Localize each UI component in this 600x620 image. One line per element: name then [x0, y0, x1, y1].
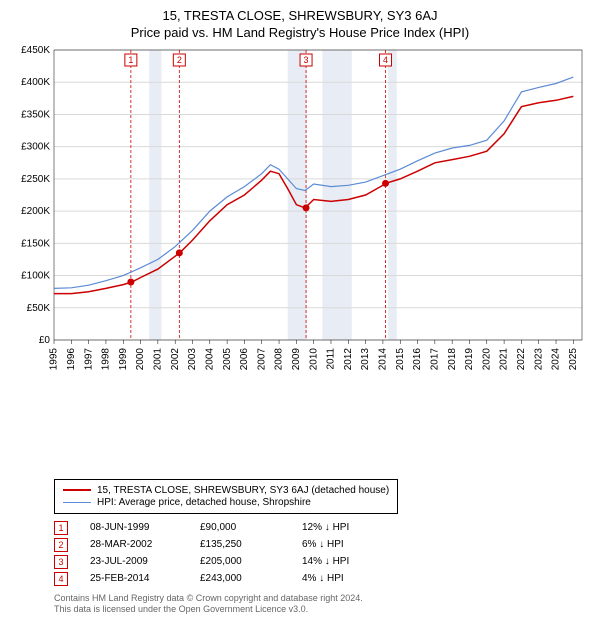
transaction-row: 3 23-JUL-2009 £205,000 14% ↓ HPI: [54, 555, 592, 569]
transactions-table: 1 08-JUN-1999 £90,000 12% ↓ HPI 2 28-MAR-2002…: [54, 518, 592, 589]
svg-text:2016: 2016: [412, 348, 423, 371]
svg-text:2010: 2010: [308, 348, 319, 371]
transaction-diff: 14% ↓ HPI: [302, 556, 402, 567]
svg-text:1995: 1995: [49, 348, 60, 371]
svg-text:2019: 2019: [464, 348, 475, 371]
svg-text:£100K: £100K: [21, 271, 50, 282]
transaction-price: £135,250: [200, 539, 280, 550]
svg-text:2003: 2003: [187, 348, 198, 371]
svg-text:£150K: £150K: [21, 238, 50, 249]
svg-text:2011: 2011: [326, 348, 337, 370]
svg-text:2020: 2020: [481, 348, 492, 371]
legend-swatch: [63, 502, 91, 503]
transaction-date: 25-FEB-2014: [90, 573, 178, 584]
svg-text:2018: 2018: [447, 348, 458, 371]
legend-swatch: [63, 489, 91, 491]
svg-text:2006: 2006: [239, 348, 250, 371]
title-line-1: 15, TRESTA CLOSE, SHREWSBURY, SY3 6AJ: [8, 8, 592, 23]
svg-text:2001: 2001: [153, 348, 164, 371]
transaction-price: £90,000: [200, 522, 280, 533]
transaction-marker: 4: [54, 572, 68, 586]
transaction-date: 23-JUL-2009: [90, 556, 178, 567]
svg-text:2012: 2012: [343, 348, 354, 371]
footnote-line-2: This data is licensed under the Open Gov…: [54, 604, 592, 616]
svg-text:2013: 2013: [360, 348, 371, 371]
svg-text:2009: 2009: [291, 348, 302, 371]
transaction-row: 1 08-JUN-1999 £90,000 12% ↓ HPI: [54, 521, 592, 535]
svg-text:2015: 2015: [395, 348, 406, 371]
svg-text:2: 2: [177, 55, 182, 65]
transaction-date: 08-JUN-1999: [90, 522, 178, 533]
svg-text:2024: 2024: [551, 348, 562, 371]
svg-text:2025: 2025: [568, 348, 579, 371]
svg-text:1999: 1999: [118, 348, 129, 371]
transaction-diff: 12% ↓ HPI: [302, 522, 402, 533]
svg-text:£200K: £200K: [21, 206, 50, 217]
svg-text:2023: 2023: [533, 348, 544, 371]
svg-text:£250K: £250K: [21, 174, 50, 185]
svg-text:2007: 2007: [256, 348, 267, 371]
svg-text:2008: 2008: [274, 348, 285, 371]
footnote: Contains HM Land Registry data © Crown c…: [54, 593, 592, 616]
transaction-price: £243,000: [200, 573, 280, 584]
svg-text:£450K: £450K: [21, 45, 50, 56]
svg-text:2004: 2004: [204, 348, 215, 371]
title-block: 15, TRESTA CLOSE, SHREWSBURY, SY3 6AJ Pr…: [8, 6, 592, 42]
svg-text:4: 4: [383, 55, 388, 65]
legend-label: HPI: Average price, detached house, Shro…: [97, 497, 311, 508]
svg-text:2002: 2002: [170, 348, 181, 371]
footnote-line-1: Contains HM Land Registry data © Crown c…: [54, 593, 592, 605]
legend: 15, TRESTA CLOSE, SHREWSBURY, SY3 6AJ (d…: [54, 479, 398, 514]
transaction-price: £205,000: [200, 556, 280, 567]
svg-text:1998: 1998: [101, 348, 112, 371]
svg-text:2000: 2000: [135, 348, 146, 371]
transaction-diff: 6% ↓ HPI: [302, 539, 402, 550]
title-line-2: Price paid vs. HM Land Registry's House …: [8, 25, 592, 40]
svg-text:2021: 2021: [499, 348, 510, 371]
svg-text:£0: £0: [39, 335, 51, 346]
svg-text:1997: 1997: [83, 348, 94, 371]
transaction-row: 4 25-FEB-2014 £243,000 4% ↓ HPI: [54, 572, 592, 586]
transaction-row: 2 28-MAR-2002 £135,250 6% ↓ HPI: [54, 538, 592, 552]
svg-text:2014: 2014: [378, 348, 389, 371]
legend-row: HPI: Average price, detached house, Shro…: [63, 497, 389, 508]
legend-row: 15, TRESTA CLOSE, SHREWSBURY, SY3 6AJ (d…: [63, 485, 389, 496]
transaction-marker: 2: [54, 538, 68, 552]
svg-text:£400K: £400K: [21, 77, 50, 88]
svg-text:£300K: £300K: [21, 142, 50, 153]
price-chart: £0 £50K £100K £150K £200K £250K £300K £350K £400…: [8, 42, 592, 475]
svg-text:£50K: £50K: [27, 303, 51, 314]
svg-text:2005: 2005: [222, 348, 233, 371]
svg-text:2022: 2022: [516, 348, 527, 371]
svg-text:2017: 2017: [429, 348, 440, 371]
transaction-marker: 1: [54, 521, 68, 535]
svg-text:£350K: £350K: [21, 109, 50, 120]
svg-text:1: 1: [128, 55, 133, 65]
legend-label: 15, TRESTA CLOSE, SHREWSBURY, SY3 6AJ (d…: [97, 485, 389, 496]
svg-text:3: 3: [304, 55, 309, 65]
svg-text:1996: 1996: [66, 348, 77, 371]
transaction-date: 28-MAR-2002: [90, 539, 178, 550]
transaction-marker: 3: [54, 555, 68, 569]
transaction-diff: 4% ↓ HPI: [302, 573, 402, 584]
